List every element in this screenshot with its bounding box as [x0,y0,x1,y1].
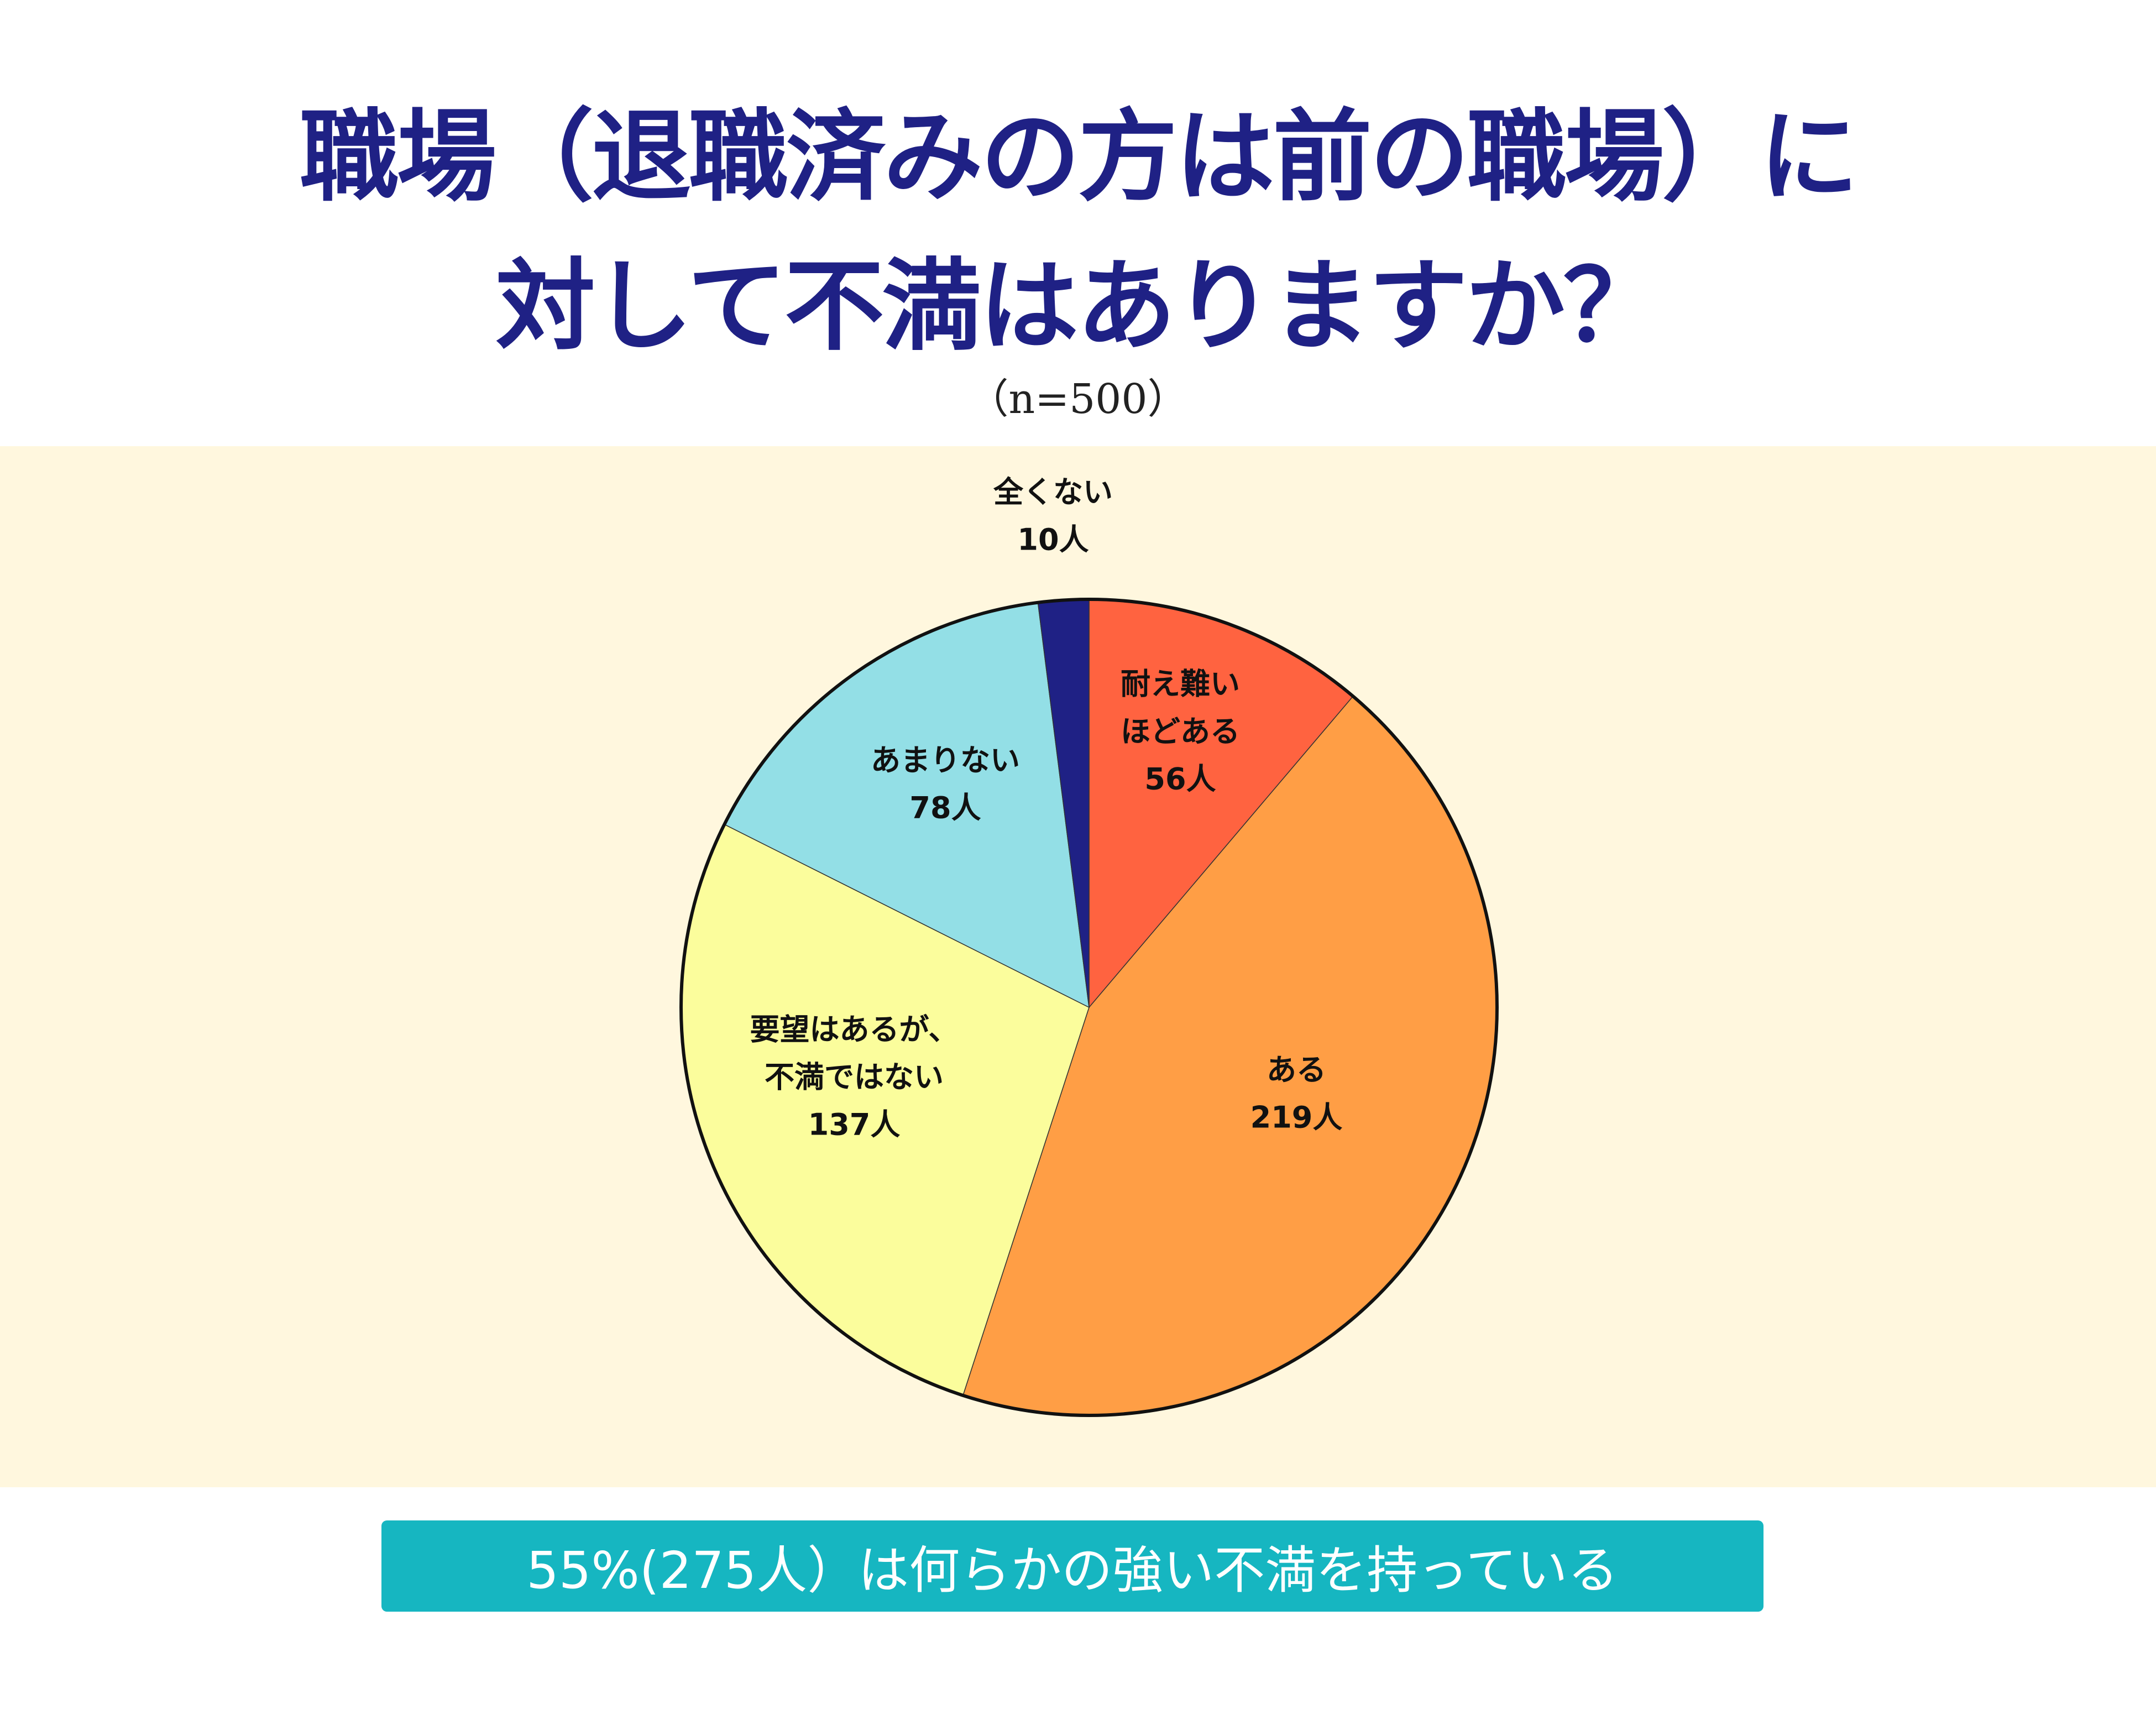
chart-title-line-1: 職場（退職済みの方は前の職場）に [299,100,1859,215]
slice-label-3: あまりない 78人 [871,743,1020,825]
pie-outline [679,598,1499,1417]
slice-category-label: ほどある [1121,714,1240,749]
slice-category-label: 不満ではない [765,1060,944,1095]
chart-title-line-2: 対して不満はありますか？ [495,249,1663,364]
slice-category-label: 耐え難い [1121,667,1240,702]
slice-value-label: 10人 [1017,522,1089,557]
chart-panel: 耐え難いほどある 56人ある 219人 要望はあるが、不満ではない 137人 あまりない 7… [0,446,2156,1487]
slice-category-label: 全くない [993,475,1113,510]
slice-category-label: 要望はあるが、 [750,1012,959,1047]
slice-label-0: 耐え難いほどある 56人 [1121,667,1240,797]
slice-value-label: 137人 [808,1107,901,1142]
sample-size-label: （n=500） [967,375,1189,423]
summary-text: 55%(275人）は何らかの強い不満を持っている [526,1541,1619,1600]
summary-banner: 55%(275人）は何らかの強い不満を持っている [381,1520,1763,1612]
slice-value-label: 56人 [1144,762,1216,797]
slice-value-label: 78人 [909,791,981,825]
pie-slices [681,599,1498,1416]
slice-label-2: 要望はあるが、不満ではない 137人 [750,1012,959,1142]
slice-category-label: ある [1267,1053,1326,1088]
slice-value-label: 219人 [1250,1100,1343,1135]
slice-label-1: ある 219人 [1250,1053,1343,1135]
slice-category-label: あまりない [871,743,1020,778]
slice-label-4: 全くない 10人 [993,475,1113,557]
